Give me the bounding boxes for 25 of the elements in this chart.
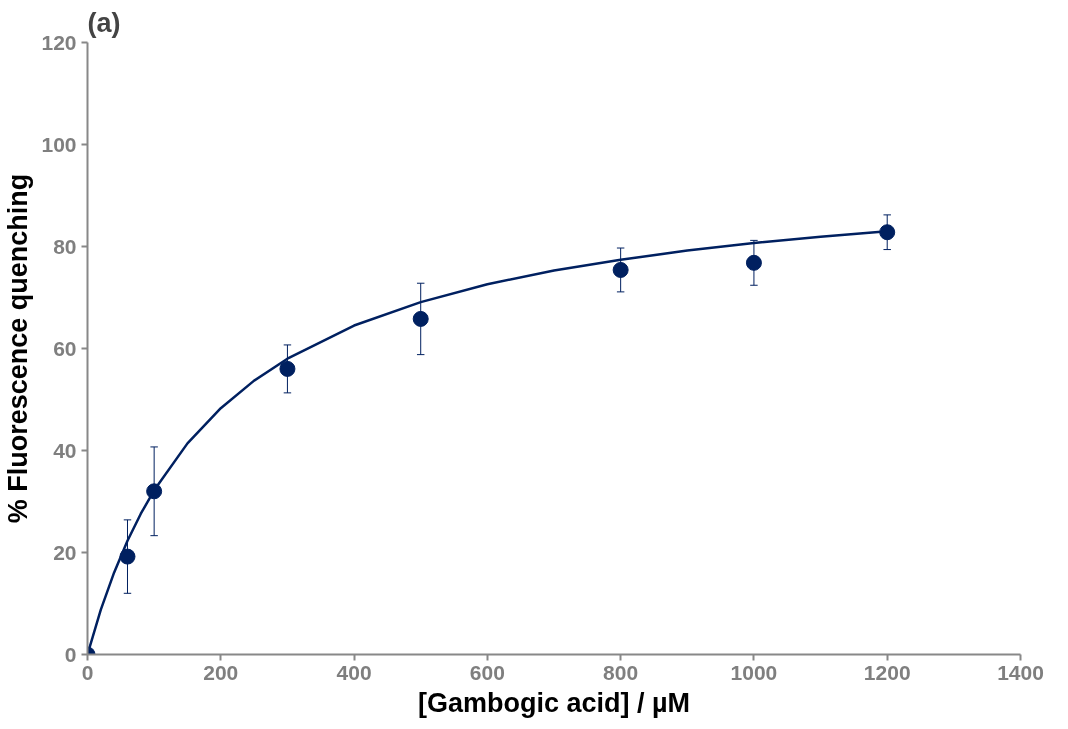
point [412, 310, 429, 327]
point [119, 548, 136, 565]
x-tick-label: 400 [336, 660, 372, 684]
y-tick-label: 20 [53, 540, 77, 564]
x-axis-title: [Gambogic acid] / µM [417, 687, 691, 718]
point [279, 360, 296, 377]
x-tick-label: 1200 [863, 660, 911, 684]
x-tick-label: 1400 [997, 660, 1044, 684]
text: (a) [87, 7, 121, 38]
y-axis-title: % Fluorescence quenching [3, 173, 34, 524]
x-tick-label: 600 [469, 660, 505, 684]
y-tick-label: 120 [41, 30, 77, 54]
y-tick-label: 60 [53, 336, 77, 360]
y-tick-label: 0 [64, 642, 77, 666]
x-tick-label: 0 [81, 660, 94, 684]
point [146, 483, 163, 500]
x-tick-label: 1000 [730, 660, 778, 684]
x-tick-label: 800 [603, 660, 639, 684]
point [745, 254, 762, 271]
y-tick-label: 100 [41, 132, 77, 156]
point [612, 261, 629, 278]
y-tick-label: 40 [53, 438, 77, 462]
point [879, 224, 896, 241]
x-tick-label: 200 [203, 660, 239, 684]
y-tick-label: 80 [53, 234, 77, 258]
